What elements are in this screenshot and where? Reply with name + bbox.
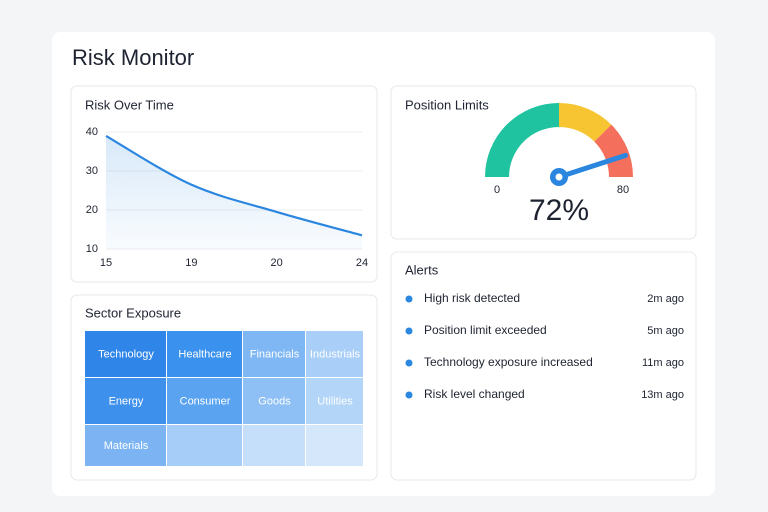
alert-time: 5m ago bbox=[647, 325, 684, 337]
alert-dot bbox=[405, 327, 413, 335]
sector-cell bbox=[85, 331, 166, 377]
sector-cell bbox=[85, 378, 166, 424]
alert-text: Technology exposure increased bbox=[424, 355, 593, 369]
gauge-band bbox=[594, 124, 633, 177]
gauge-band bbox=[559, 103, 612, 142]
gauge-max-label: 80 bbox=[617, 184, 629, 196]
sector-label: Energy bbox=[109, 395, 144, 407]
panel-title: Position Limits bbox=[405, 97, 489, 112]
gauge-value: 72% bbox=[529, 194, 589, 227]
sector-cell bbox=[243, 378, 305, 424]
sector-label: Financials bbox=[250, 348, 300, 360]
sector-label: Goods bbox=[258, 395, 291, 407]
sector-cell bbox=[167, 425, 242, 466]
sector-label: Technology bbox=[98, 348, 154, 360]
alert-time: 11m ago bbox=[642, 357, 684, 369]
alert-dot bbox=[405, 359, 413, 367]
gauge-min-label: 0 bbox=[494, 184, 500, 196]
line-area bbox=[106, 135, 362, 249]
y-tick-label: 30 bbox=[86, 165, 98, 177]
sector-cell bbox=[306, 331, 363, 377]
alert-dot bbox=[405, 391, 413, 399]
x-tick-label: 20 bbox=[271, 257, 283, 269]
x-tick-label: 19 bbox=[185, 257, 197, 269]
sector-label: Materials bbox=[104, 440, 149, 452]
alert-text: Risk level changed bbox=[424, 387, 525, 401]
sector-label: Industrials bbox=[310, 348, 361, 360]
alert-text: Position limit exceeded bbox=[424, 323, 547, 337]
y-tick-label: 20 bbox=[86, 204, 98, 216]
panel-title: Sector Exposure bbox=[85, 305, 181, 320]
page-title: Risk Monitor bbox=[72, 45, 194, 70]
y-tick-label: 40 bbox=[86, 126, 98, 138]
sector-cell bbox=[243, 331, 305, 377]
panel-title: Risk Over Time bbox=[85, 97, 174, 112]
x-tick-label: 15 bbox=[100, 257, 112, 269]
line bbox=[105, 134, 363, 237]
gauge-hub-center bbox=[555, 173, 563, 181]
alert-time: 2m ago bbox=[647, 293, 684, 305]
x-tick-label: 24 bbox=[356, 257, 368, 269]
y-tick-label: 10 bbox=[86, 243, 98, 255]
alert-time: 13m ago bbox=[641, 389, 684, 401]
alert-text: High risk detected bbox=[424, 291, 520, 305]
sector-cell bbox=[306, 378, 363, 424]
sector-cell bbox=[243, 425, 305, 466]
sector-label: Healthcare bbox=[178, 348, 231, 360]
alerts-panel bbox=[390, 251, 697, 481]
gauge-panel bbox=[390, 85, 697, 240]
sector-cell bbox=[85, 425, 166, 466]
gauge-needle bbox=[556, 152, 629, 180]
sector-cell bbox=[167, 331, 242, 377]
sector-label: Utilities bbox=[317, 395, 353, 407]
panel-title: Alerts bbox=[405, 262, 439, 277]
sector-cell bbox=[306, 425, 363, 466]
alert-dot bbox=[405, 295, 413, 303]
sector-label: Consumer bbox=[180, 395, 231, 407]
gauge-band bbox=[485, 103, 559, 177]
sector-cell bbox=[167, 378, 242, 424]
